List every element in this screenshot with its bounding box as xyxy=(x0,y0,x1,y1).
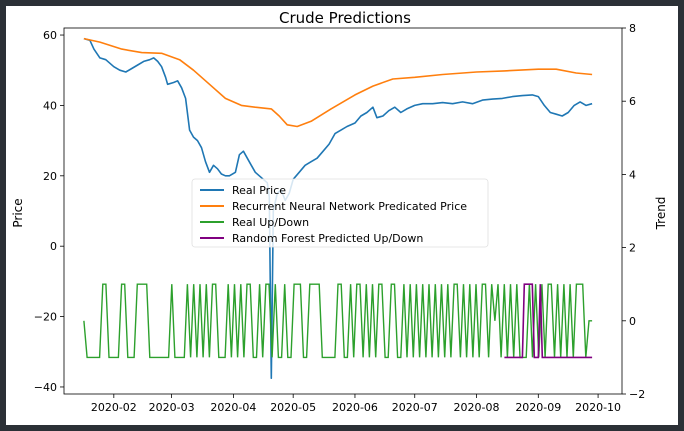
y-right-tick-label: 0 xyxy=(629,315,636,328)
y-left-tick-label: 60 xyxy=(43,29,57,42)
x-tick-label: 2020-04 xyxy=(210,401,256,414)
x-tick-label: 2020-05 xyxy=(270,401,316,414)
legend: Real Price Recurrent Neural Network Predi… xyxy=(191,178,489,248)
legend-entry-label: Recurrent Neural Network Predicated Pric… xyxy=(232,200,467,213)
x-tick-label: 2020-08 xyxy=(454,401,500,414)
y-right-tick-label: 6 xyxy=(629,95,636,108)
legend-entry-label: Real Up/Down xyxy=(232,216,309,229)
x-tick-label: 2020-06 xyxy=(332,401,378,414)
y-left-tick-label: −20 xyxy=(34,311,57,324)
y-right-tick-label: −2 xyxy=(629,388,645,401)
legend-entry-label: Random Forest Predicted Up/Down xyxy=(232,232,423,245)
legend-entry-label: Real Price xyxy=(232,184,286,197)
plot-frame xyxy=(63,27,623,395)
x-tick-label: 2020-02 xyxy=(91,401,137,414)
y-left-tick-label: 20 xyxy=(43,170,57,183)
legend-box xyxy=(191,178,489,248)
chart-figure: −40 −20 0 20 40 60 −2 0 2 4 6 8 2020-02 2020-03 2020-0… xyxy=(6,6,678,425)
x-tick-label: 2020-09 xyxy=(515,401,561,414)
y-right-tick-label: 4 xyxy=(629,168,636,181)
y-axis-label-right: Trend xyxy=(654,197,668,231)
y-right-tick-label: 8 xyxy=(629,22,636,35)
y-axis-label-left: Price xyxy=(11,198,25,227)
y-right-tick-label: 2 xyxy=(629,242,636,255)
y-left-tick-label: 0 xyxy=(50,240,57,253)
x-tick-label: 2020-07 xyxy=(392,401,438,414)
y-left-tick-label: −40 xyxy=(34,381,57,394)
x-tick-label: 2020-10 xyxy=(575,401,621,414)
x-tick-label: 2020-03 xyxy=(149,401,195,414)
series-line-rnn-price xyxy=(83,37,593,128)
y-left-tick-label: 40 xyxy=(43,99,57,112)
chart-title: Crude Predictions xyxy=(279,9,411,27)
series-line-rf-updown xyxy=(504,283,593,359)
